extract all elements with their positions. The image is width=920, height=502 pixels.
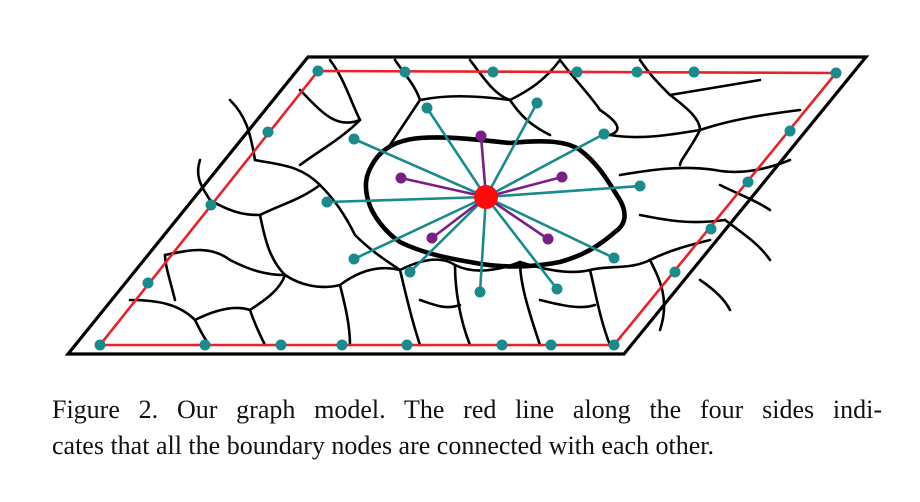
graph-node <box>426 232 438 244</box>
boundary-node <box>487 66 499 78</box>
boundary-node <box>631 66 643 78</box>
boundary-node <box>205 199 217 211</box>
graph-node <box>475 130 487 142</box>
graph-node <box>404 266 416 278</box>
boundary-node <box>142 277 154 289</box>
boundary-node <box>705 223 717 235</box>
boundary-node <box>275 339 287 351</box>
boundary-node <box>545 339 557 351</box>
boundary-nodes <box>94 65 842 351</box>
graph-node <box>608 252 620 264</box>
boundary-node <box>262 126 274 138</box>
boundary-node <box>688 66 700 78</box>
caption-line-2: cates that all the boundary nodes are co… <box>52 431 715 460</box>
superpixel-boundaries <box>128 58 802 347</box>
neighbor-nodes-outer <box>321 97 646 298</box>
neighbor-nodes-inner <box>395 130 568 245</box>
boundary-node <box>784 125 796 137</box>
boundary-node <box>312 65 324 77</box>
boundary-node <box>399 66 411 78</box>
boundary-node <box>94 339 106 351</box>
graph-node <box>321 196 333 208</box>
graph-node <box>556 171 568 183</box>
boundary-node <box>336 339 348 351</box>
graph-node <box>474 286 486 298</box>
boundary-node <box>830 67 842 79</box>
graph-node <box>531 97 543 109</box>
boundary-node <box>608 339 620 351</box>
boundary-node <box>742 176 754 188</box>
graph-node <box>395 172 407 184</box>
graph-node <box>421 102 433 114</box>
boundary-node <box>669 266 681 278</box>
graph-node <box>598 128 610 140</box>
graph-node <box>348 133 360 145</box>
graph-node <box>542 233 554 245</box>
center-node <box>474 185 498 209</box>
boundary-node <box>571 66 583 78</box>
graph-node <box>348 253 360 265</box>
boundary-node <box>199 339 211 351</box>
graph-node <box>551 283 563 295</box>
figure-caption: Figure 2. Our graph model. The red line … <box>52 392 882 464</box>
boundary-node <box>401 339 413 351</box>
image-frame <box>64 55 870 356</box>
graph-edges <box>326 102 641 293</box>
graph-model-figure <box>64 55 870 356</box>
graph-node <box>634 180 646 192</box>
caption-line-1: Figure 2. Our graph model. The red line … <box>52 395 882 424</box>
boundary-node <box>496 339 508 351</box>
